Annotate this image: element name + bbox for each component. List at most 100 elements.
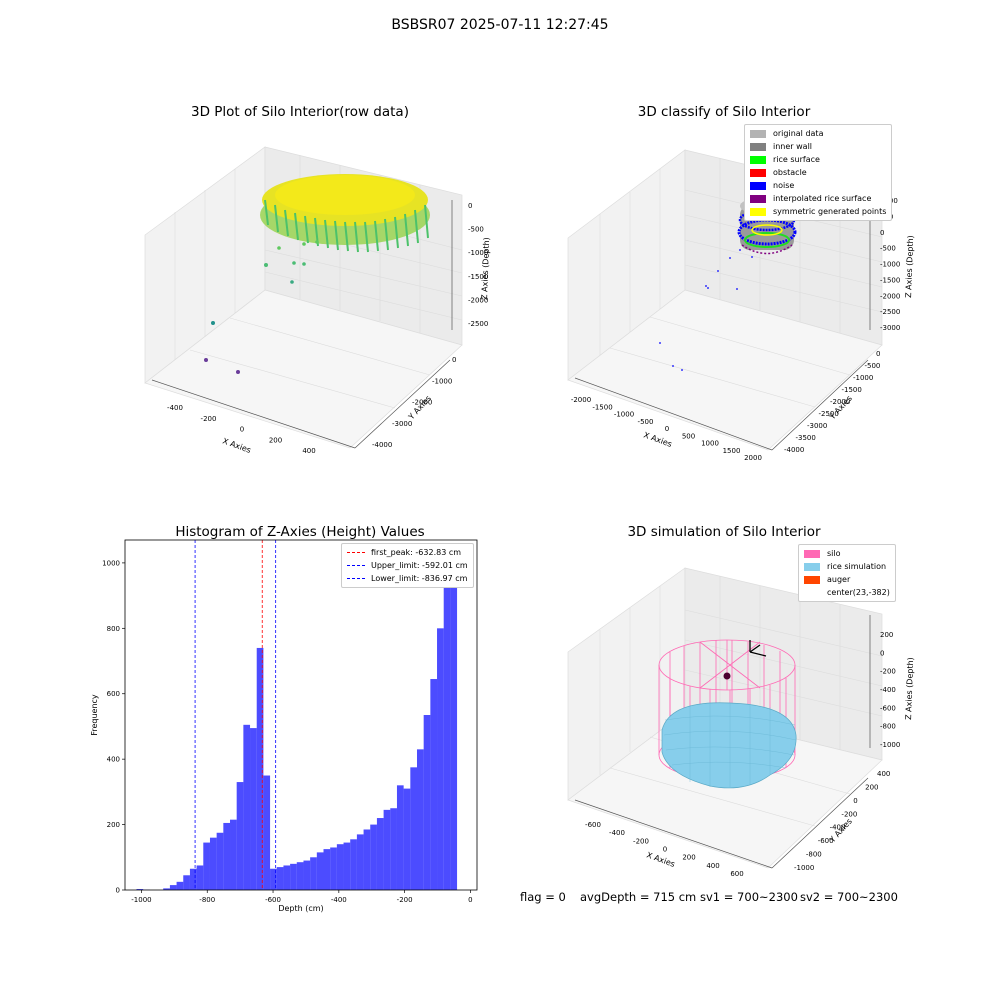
histogram-x-tick-label: -800 [199,896,215,904]
plot4-zlabel: Z Axies (Depth) [904,657,915,720]
avg-depth-text: avgDepth = 715 cm [580,890,697,904]
histogram-bar [176,881,184,890]
histogram-legend-item: first_peak: -632.83 cm [347,546,468,559]
plot4-x-tick-label: 200 [682,854,695,862]
plot2-zlabel: Z Axies (Depth) [904,235,915,298]
histogram-bar [216,832,224,890]
histogram-legend-item: Upper_limit: -592.01 cm [347,559,468,572]
plot2-y-tick-label: -3500 [796,434,816,442]
plot2-y-tick-label: -1500 [842,386,862,394]
plot4-y-tick-label: -600 [818,837,834,845]
plot4-x-tick-label: 400 [706,862,719,870]
plot4-z-tick-label: -1000 [880,741,900,749]
histogram-x-tick-label: -1000 [131,896,151,904]
plot2-legend-swatch [750,181,766,190]
plot1-point-cloud [260,174,430,253]
plot1-x-tick-label: -400 [167,404,183,412]
plot2-z-tick-label: -3000 [880,324,900,332]
histogram-bar [437,628,444,890]
histogram-legend-line [347,552,365,553]
histogram-bar [316,852,324,890]
histogram-bar [303,860,311,890]
plot4-legend-swatch [804,589,820,597]
plot1-title: 3D Plot of Silo Interior(row data) [191,104,409,120]
plot2-legend-label: original data [773,129,824,138]
plot2-legend-item: symmetric generated points [750,205,886,218]
histogram-bar [270,868,277,890]
plot1-zlabel: Z Axies (Depth) [480,237,491,300]
plot2-x-tick-label: 500 [682,432,695,440]
histogram-legend: first_peak: -632.83 cm Upper_limit: -592.… [341,543,474,588]
histogram-bar [323,849,331,890]
plot1-z-tick-label: 0 [468,202,472,210]
histogram-bar [256,647,264,890]
histogram-bar [223,822,231,890]
plot2-legend-swatch [750,194,766,203]
plot2-y-tick-label: -1000 [853,374,873,382]
plot4-y-tick-label: -400 [830,824,846,832]
plot2-z-tick-label: -1500 [880,276,900,284]
plot1-y-tick-label: -4000 [372,441,392,449]
histogram-bar [390,808,397,890]
histogram-ylabel: Frequency [90,694,99,736]
plot4-center-marker [723,672,731,680]
plot2-z-tick-label: -500 [880,245,896,253]
plot2-legend-label: inner wall [773,142,813,151]
plot1-x-tick-label: -200 [201,415,217,423]
plot4-direction-arrow [749,640,767,657]
plot2-legend-label: obstacle [773,168,807,177]
plot4-z-tick-label: -600 [880,704,896,712]
histogram-bar [396,785,404,890]
plot2-x-tick-label: -2000 [571,396,591,404]
plot4-y-tick-label: -1000 [794,864,814,872]
plot2-legend-swatch [750,129,766,138]
plot2-x-tick-label: -500 [638,418,654,426]
plot2-legend-swatch [750,142,766,151]
histogram-bar [236,782,244,890]
histogram-bar [203,842,210,890]
plot2-legend: original data inner wall rice surface obsta… [744,124,893,221]
plot2-z-tick-label: -1000 [880,261,900,269]
histogram-legend-label: first_peak: -632.83 cm [371,548,462,557]
plot2-legend-item: interpolated rice surface [750,192,886,205]
histogram-y-tick-label: 200 [107,821,120,829]
figure-title: BSBSR07 2025-07-11 12:27:45 [391,17,609,33]
plot2-y-tick-label: -2500 [819,410,839,418]
histogram-bar [356,834,364,890]
plot4-x-tick-label: -400 [609,829,625,837]
histogram-bar [376,818,384,890]
histogram-bar [243,724,251,890]
plot2-noise-points [659,249,753,371]
plot1-y-tick-label: 0 [452,356,456,364]
plot4-legend-item: silo [804,547,890,560]
plot2-x-tick-label: -1000 [614,411,634,419]
plot4-legend-label: auger [827,575,851,584]
plot4-y-tick-label: 0 [853,797,857,805]
histogram-bar [310,857,317,890]
plot4-x-tick-label: 0 [663,846,667,854]
histogram-bar [416,749,424,890]
plot2-legend-swatch [750,155,766,164]
histogram-bar [343,842,351,890]
histogram-bar [263,775,271,890]
histogram-bar [169,885,177,890]
plot1-z-tick-label: -1000 [468,249,488,257]
plot4-legend-item: auger [804,573,890,586]
histogram-legend-line [347,565,365,566]
histogram-bar [383,809,391,890]
plot1-3d-axes: -400-20002004000-1000-2000-3000-40000-50… [144,146,491,455]
histogram-xlabel: Depth (cm) [278,904,323,913]
histogram-x-tick-label: 0 [468,896,472,904]
plot2-y-tick-label: -4000 [784,446,804,454]
plot1-z-tick-label: -1500 [468,273,488,281]
plot2-legend-item: noise [750,179,886,192]
plot4-title: 3D simulation of Silo Interior [627,524,821,540]
histogram-y-tick-label: 800 [107,625,120,633]
plot1-z-tick-label: -2500 [468,320,488,328]
histogram-bar [350,839,357,890]
histogram-y-tick-label: 0 [116,887,120,895]
histogram-bar [189,868,197,890]
plot4-legend-swatch [804,562,820,571]
histogram-bar [290,863,297,890]
